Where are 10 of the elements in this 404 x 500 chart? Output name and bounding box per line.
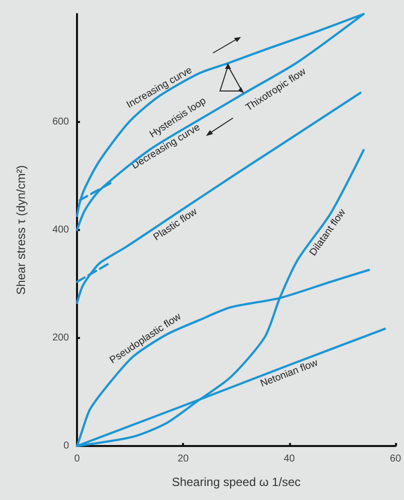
x-axis-title: Shearing speed ω 1/sec [172, 475, 301, 489]
y-tick-label: 200 [52, 332, 70, 344]
x-tick-label: 60 [390, 454, 402, 464]
y-tick-label: 0 [63, 440, 70, 452]
x-tick-label: 20 [178, 454, 190, 464]
x-tick-label: 40 [284, 454, 296, 464]
y-tick-label: 400 [52, 224, 70, 236]
y-axis-title: Shear stress τ (dyn/cm²) [14, 165, 28, 295]
x-tick-label: 0 [74, 454, 80, 464]
y-tick-label: 600 [52, 116, 70, 128]
